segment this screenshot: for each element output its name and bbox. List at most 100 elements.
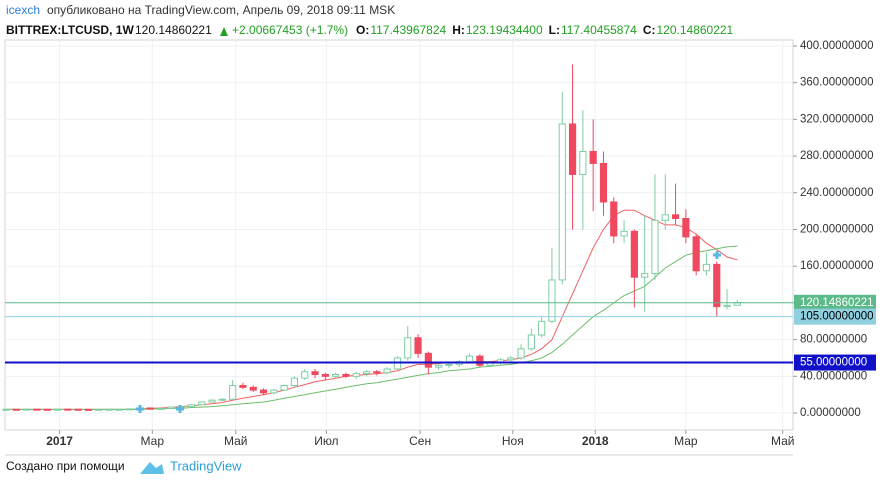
price-label: 120.14860221 xyxy=(800,297,874,309)
y-tick-label: 0.00000000 xyxy=(800,407,861,419)
price-label: 105.00000000 xyxy=(800,311,874,323)
ohlc-label: O: xyxy=(356,23,369,37)
candle-body xyxy=(208,399,216,403)
candle-body xyxy=(548,279,556,322)
candle-body xyxy=(259,389,268,394)
candle-body xyxy=(383,368,391,374)
candle-body xyxy=(290,377,299,386)
x-tick-label: Сен xyxy=(409,434,431,448)
price-label: 55.00000000 xyxy=(800,357,867,369)
candle-body xyxy=(723,304,731,308)
candle-body xyxy=(74,408,82,411)
candle-body xyxy=(568,123,577,175)
candle-body xyxy=(270,389,278,394)
candle-body xyxy=(198,401,206,406)
ohlc-value: 123.19434400 xyxy=(466,23,543,37)
candle-body xyxy=(53,408,62,411)
y-tick-label: 40.00000000 xyxy=(800,370,867,382)
candle-body xyxy=(445,363,453,366)
ohlc-label: C: xyxy=(643,23,656,37)
candle-body xyxy=(404,337,412,359)
candle-body xyxy=(465,355,474,363)
x-tick-label: Мар xyxy=(674,434,698,448)
y-tick-label: 400.00000000 xyxy=(800,40,874,52)
candle-body xyxy=(599,162,608,203)
ohlc-label: L: xyxy=(549,23,560,37)
candle-body xyxy=(414,337,422,354)
x-tick-label: Май xyxy=(224,434,248,448)
x-tick-label: 2018 xyxy=(582,434,609,448)
y-tick-label: 280.00000000 xyxy=(800,150,874,162)
candle-body xyxy=(84,408,93,411)
x-tick-label: Июл xyxy=(314,434,338,448)
candle-body xyxy=(167,406,175,409)
author[interactable]: icexch xyxy=(6,3,40,17)
candle-body xyxy=(105,408,113,411)
candle-body xyxy=(476,355,484,366)
candle-body xyxy=(362,371,371,375)
ohlc-value: 117.43967824 xyxy=(370,23,446,37)
moving-average xyxy=(6,209,738,410)
candle-body xyxy=(692,236,700,272)
y-tick-label: 360.00000000 xyxy=(800,77,874,89)
candle-body xyxy=(249,386,257,391)
change: +2.00667453 (+1.7%) xyxy=(232,23,348,37)
candle-body xyxy=(239,384,247,388)
candle-body xyxy=(651,219,659,275)
candle-body xyxy=(682,217,690,238)
event-marker xyxy=(713,251,721,259)
ohlc-value: 117.40455874 xyxy=(561,23,637,37)
candle-body xyxy=(558,123,566,281)
candle-body xyxy=(23,408,31,411)
candle-body xyxy=(229,384,237,400)
candle-body xyxy=(589,150,597,164)
candle-body xyxy=(517,348,525,359)
ohlc-value: 120.14860221 xyxy=(656,23,733,37)
candle-body xyxy=(373,371,381,374)
brand-logo[interactable] xyxy=(140,462,164,474)
plot xyxy=(2,40,793,430)
candle-body xyxy=(187,404,196,408)
candle-body xyxy=(146,407,154,410)
y-tick-label: 160.00000000 xyxy=(800,260,874,272)
event-marker xyxy=(136,405,144,413)
up-arrow xyxy=(220,27,228,36)
candle-body xyxy=(507,357,515,361)
symbol: BITTREX:LTCUSD, 1W xyxy=(6,23,134,37)
candle-body xyxy=(352,373,360,377)
candle-body xyxy=(713,263,721,308)
candle-body xyxy=(620,230,628,237)
price-label-box xyxy=(794,354,876,371)
y-tick-label: 200.00000000 xyxy=(800,224,874,236)
event-marker xyxy=(176,405,184,413)
candle-body xyxy=(33,408,41,411)
candle-body xyxy=(424,352,432,368)
event-markers xyxy=(136,251,721,413)
candle-body xyxy=(95,408,103,411)
candle-body xyxy=(218,398,226,401)
moving-average xyxy=(6,245,738,410)
last-price: 120.14860221 xyxy=(135,23,212,37)
price-label-box xyxy=(794,294,876,311)
candle-body xyxy=(2,408,10,411)
candle-body xyxy=(156,407,165,410)
x-tick-label: Мар xyxy=(141,434,165,448)
brand[interactable]: TradingView xyxy=(170,458,242,473)
candle-body xyxy=(311,371,319,375)
plot-frame xyxy=(4,39,794,431)
candle-body xyxy=(43,408,51,411)
published: опубликовано на TradingView.com, Апрель … xyxy=(47,3,395,17)
ohlc-legend: O: 117.43967824 H: 123.19434400 L: 117.404558… xyxy=(356,23,734,37)
candle-body xyxy=(342,373,350,377)
candle-body xyxy=(702,263,711,272)
price-label-box xyxy=(794,308,876,325)
candle-body xyxy=(579,150,587,175)
candle-body xyxy=(12,408,20,411)
candle-body xyxy=(630,230,638,278)
y-tick-label: 240.00000000 xyxy=(800,187,874,199)
candle-body xyxy=(115,408,123,411)
candle-body xyxy=(64,408,72,411)
y-tick-label: 80.00000000 xyxy=(800,334,867,346)
candle-body xyxy=(671,214,680,219)
